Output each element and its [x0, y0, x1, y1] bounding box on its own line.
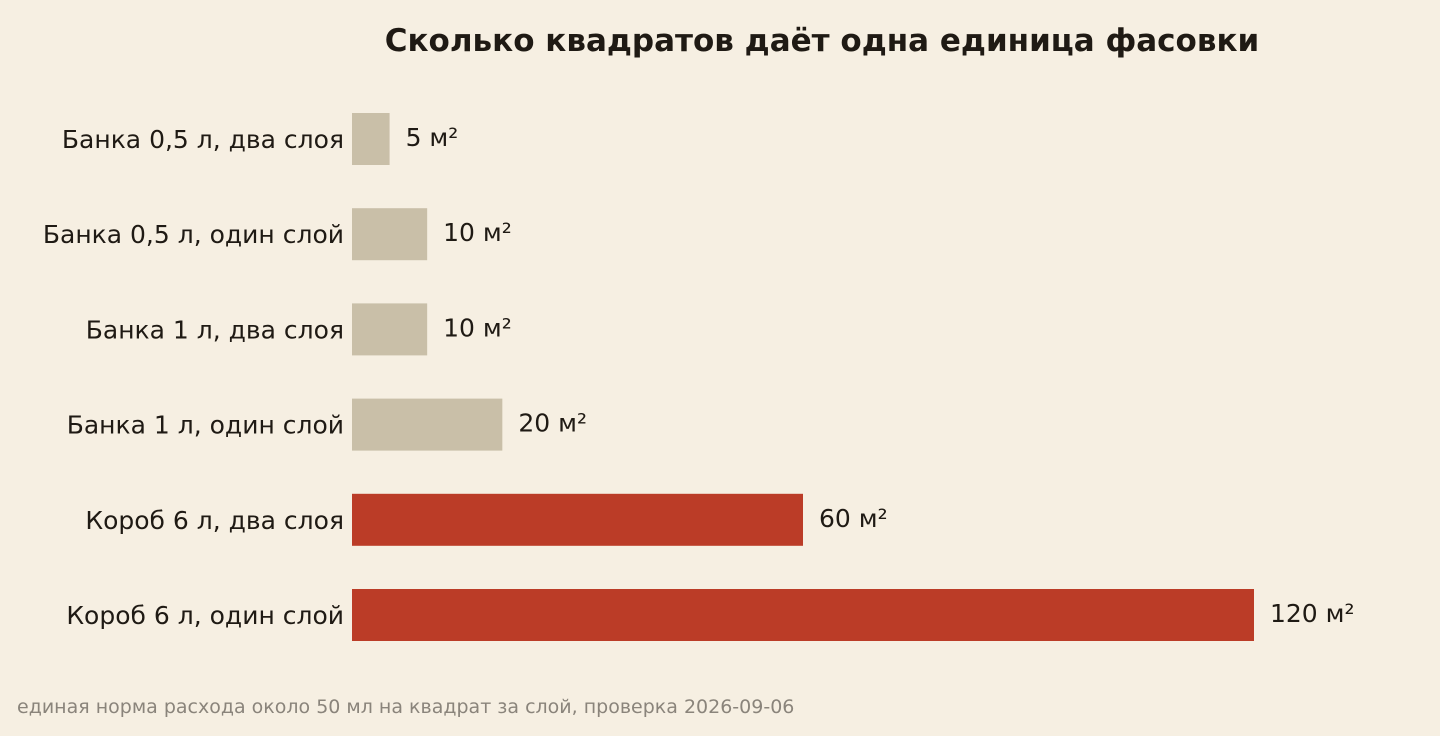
category-label: Банка 0,5 л, один слой [43, 220, 344, 249]
bar [352, 113, 390, 165]
category-label: Банка 0,5 л, два слоя [62, 125, 344, 154]
value-labels: 5 м² 10 м² 10 м² 20 м² 60 м² 120 м² [406, 123, 1355, 628]
bars-group [352, 113, 1254, 641]
category-label: Короб 6 л, один слой [66, 601, 344, 630]
category-labels: Банка 0,5 л, два слоя Банка 0,5 л, один с… [43, 125, 344, 630]
bar [352, 493, 803, 546]
bar [352, 589, 1254, 641]
bar [352, 303, 428, 356]
bar [352, 398, 503, 451]
category-label: Банка 1 л, два слоя [86, 315, 344, 344]
value-label: 5 м² [406, 123, 459, 152]
footnote: единая норма расхода около 50 мл на квад… [17, 696, 795, 718]
value-label: 20 м² [518, 409, 587, 438]
value-label: 10 м² [443, 313, 512, 342]
value-label: 120 м² [1270, 599, 1355, 628]
category-label: Короб 6 л, два слоя [85, 506, 344, 535]
category-label: Банка 1 л, один слой [67, 411, 344, 440]
value-label: 10 м² [443, 218, 512, 247]
value-label: 60 м² [819, 504, 888, 533]
bar [352, 208, 428, 261]
chart-title: Сколько квадратов даёт одна единица фасо… [385, 23, 1259, 59]
